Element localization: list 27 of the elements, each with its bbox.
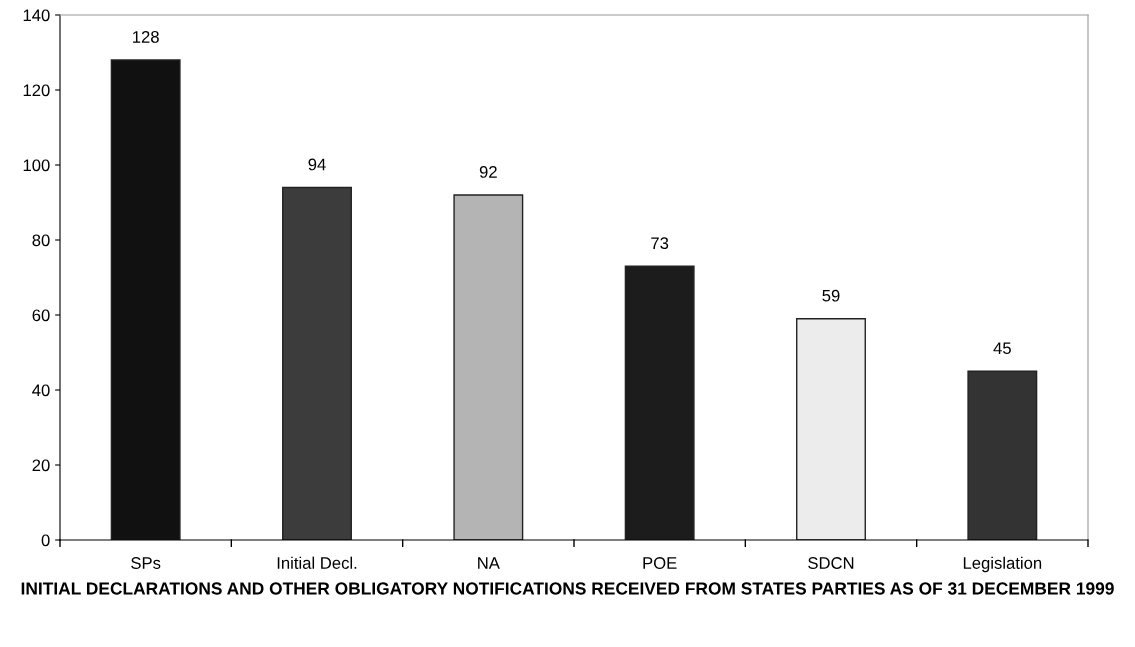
x-tick-label: Initial Decl. (277, 556, 357, 569)
bar (453, 194, 524, 540)
bar (796, 318, 866, 540)
y-tick-label: 60 (32, 309, 50, 322)
bar (110, 59, 181, 540)
data-label: 73 (651, 237, 669, 250)
bar (282, 186, 352, 540)
x-tick-label: Legislation (963, 556, 1042, 573)
y-tick-label: 20 (32, 459, 50, 472)
x-tick-label: NA (478, 557, 500, 569)
x-tick-label: POE (643, 557, 677, 569)
x-tick-label: SPs (131, 557, 161, 569)
y-tick-label: 120 (23, 84, 50, 97)
bar (624, 265, 695, 540)
y-tick-label: 80 (32, 234, 50, 247)
data-label: 59 (822, 289, 840, 302)
data-label: 92 (479, 166, 497, 178)
y-tick-label: 0 (41, 534, 50, 547)
data-label: 94 (308, 158, 326, 171)
y-tick-label: 40 (32, 384, 50, 397)
y-tick-label: 100 (23, 159, 50, 172)
x-tick-label: SDCN (808, 557, 854, 569)
text: INITIAL DECLARATIONS AND OTHER OBLIGATORY NOTIFICATIONS RECEIVED FROM STATES PARTIES AS OF 31 DECEMBER 1999 (21, 582, 1114, 595)
y-tick-label: 140 (23, 9, 50, 22)
data-label: 128 (133, 31, 159, 43)
data-label: 45 (993, 342, 1011, 355)
bar (967, 370, 1038, 540)
